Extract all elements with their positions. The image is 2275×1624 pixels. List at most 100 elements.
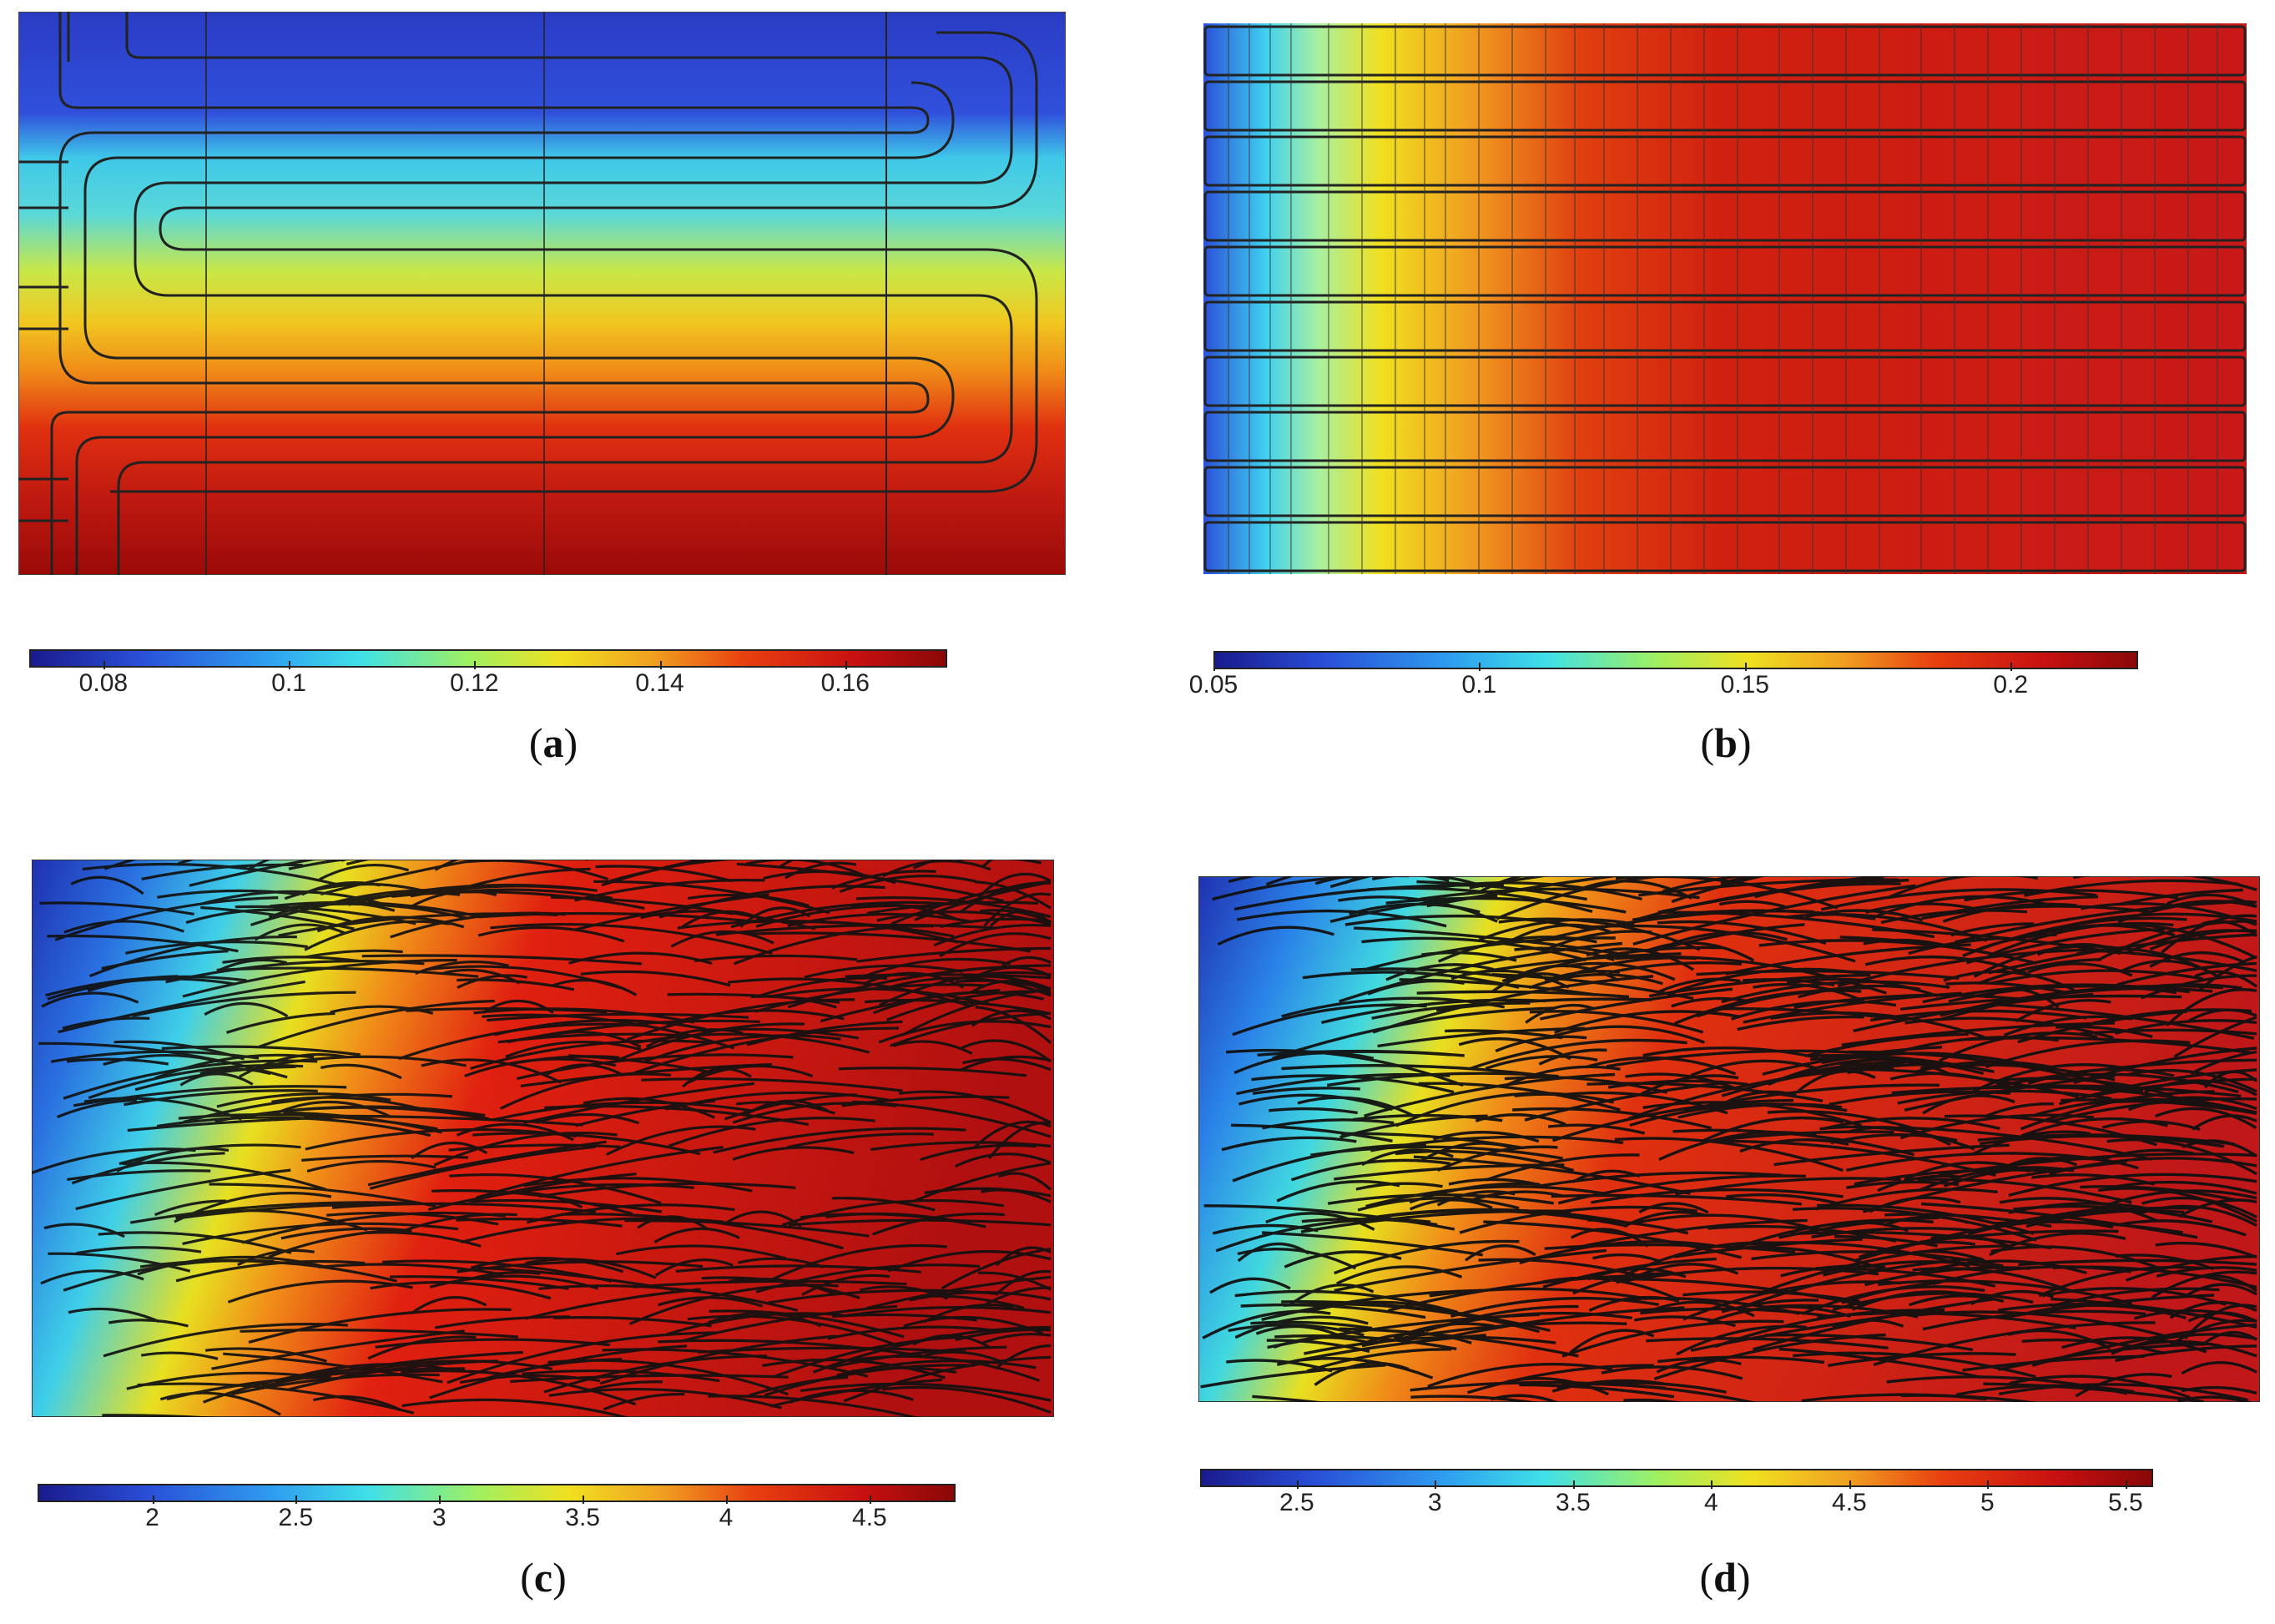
fiber-streamline <box>1329 876 1375 889</box>
fiber-streamline <box>1371 1001 1531 1020</box>
fiber-streamline <box>732 1102 897 1124</box>
fiber-streamline <box>981 1333 1052 1344</box>
fiber-streamline <box>1671 996 1749 1008</box>
fiber-streamline <box>1338 895 1498 923</box>
fiber-streamline <box>1274 1334 1457 1351</box>
fiber-streamline <box>1547 1123 1646 1135</box>
colorbar-tick-label: 0.12 <box>450 669 499 697</box>
fiber-streamline <box>1995 1156 2139 1173</box>
fiber-streamline <box>497 1032 684 1044</box>
fiber-streamline <box>2097 1187 2257 1223</box>
fiber-streamline <box>981 1188 1052 1203</box>
fiber-streamline <box>995 1246 1052 1267</box>
fiber-streamline <box>103 860 139 870</box>
fiber-streamline <box>624 1219 870 1238</box>
fiber-streamline <box>320 860 486 895</box>
fiber-streamline <box>2166 988 2257 1027</box>
fiber-streamline <box>1614 1137 1844 1173</box>
fiber-streamline <box>1370 1135 1624 1152</box>
fiber-streamline <box>1252 1395 1328 1402</box>
fiber-streamline <box>781 1198 1005 1227</box>
fiber-streamline <box>140 1351 219 1360</box>
fiber-streamline <box>2161 914 2257 954</box>
fiber-streamline <box>2106 1138 2257 1176</box>
fiber-streamline <box>1690 1308 1945 1352</box>
fiber-streamline <box>2031 1323 2257 1367</box>
fiber-streamline <box>235 905 416 925</box>
fiber-streamline <box>876 910 1052 926</box>
fiber-streamline <box>1485 1055 1598 1071</box>
fiber-streamline <box>67 1169 211 1181</box>
colorbar-tick <box>295 1495 298 1504</box>
fiber-streamline <box>275 1363 444 1384</box>
fiber-streamline <box>747 931 1032 953</box>
fiber-streamline <box>735 1101 835 1115</box>
fiber-streamline <box>713 1127 966 1154</box>
fiber-streamline <box>478 911 754 923</box>
fiber-streamline <box>1395 1149 1575 1173</box>
fiber-streamline <box>1809 1056 1985 1075</box>
fiber-streamline <box>457 974 528 989</box>
fiber-streamline <box>881 860 991 878</box>
fiber-streamline <box>800 1382 1052 1402</box>
fiber-streamline <box>88 1064 304 1100</box>
fiber-streamline <box>276 1100 392 1119</box>
fiber-streamline <box>1349 902 1481 916</box>
fiber-streamline <box>2087 1077 2257 1098</box>
fiber-streamline <box>2101 1120 2201 1132</box>
panel-a-colorbar: 0.08 0.1 0.12 0.14 0.16 <box>29 649 947 699</box>
fiber-streamline <box>1717 1090 1797 1108</box>
panel-b-cell-dividers <box>1228 23 2218 574</box>
fiber-streamline <box>1751 1250 2004 1268</box>
fiber-streamline <box>82 862 339 886</box>
fiber-streamline <box>505 1041 642 1058</box>
fiber-streamline <box>401 1398 630 1417</box>
fiber-streamline <box>2141 983 2242 990</box>
fiber-streamline <box>1864 1266 2030 1287</box>
fiber-streamline <box>1538 1171 1783 1188</box>
fiber-streamline <box>827 1325 1003 1340</box>
fiber-streamline <box>543 1354 768 1394</box>
fiber-streamline <box>66 1057 169 1066</box>
panel-a-caption: (a) <box>528 719 578 766</box>
fiber-streamline <box>1674 1238 1863 1258</box>
fiber-streamline <box>1445 1306 1685 1339</box>
fiber-streamline <box>45 975 247 997</box>
colorbar-tick-label: 2 <box>145 1504 159 1531</box>
fiber-streamline <box>632 1032 870 1054</box>
fiber-streamline <box>1467 1190 1564 1203</box>
fiber-streamline <box>756 976 888 998</box>
fiber-streamline <box>490 922 773 956</box>
fiber-streamline <box>1273 1336 1375 1349</box>
fiber-streamline <box>575 1099 715 1127</box>
fiber-streamline <box>553 1316 712 1328</box>
colorbar-tick-label: 0.1 <box>1461 671 1497 699</box>
fiber-streamline <box>583 1097 715 1119</box>
fiber-streamline <box>1230 1123 1393 1142</box>
fiber-streamline <box>369 1145 596 1190</box>
fiber-streamline <box>1232 1003 1427 1036</box>
fiber-streamline <box>2075 1373 2172 1398</box>
fiber-streamline <box>288 1359 498 1391</box>
fiber-streamline <box>548 1387 782 1410</box>
fiber-streamline <box>2137 1204 2257 1228</box>
fiber-streamline <box>891 976 1052 997</box>
fiber-streamline <box>2187 1008 2257 1023</box>
fiber-streamline <box>643 1034 841 1063</box>
fiber-streamline <box>247 860 272 871</box>
fiber-streamline <box>764 1364 975 1397</box>
fiber-streamline <box>70 875 144 895</box>
fiber-streamline <box>1571 1169 1641 1183</box>
fiber-streamline <box>1538 1048 1607 1066</box>
fiber-streamline <box>1200 1364 1386 1389</box>
fiber-streamline <box>1955 900 2230 944</box>
fiber-streamline <box>841 1095 1010 1107</box>
fiber-streamline <box>189 860 319 887</box>
fiber-streamline <box>1512 1107 1713 1130</box>
fiber-streamline <box>955 1328 1052 1342</box>
fiber-streamline <box>1983 1382 2204 1402</box>
fiber-streamline <box>959 1055 1052 1072</box>
fiber-streamline <box>319 863 410 881</box>
fiber-streamline <box>211 1329 465 1370</box>
fiber-streamline <box>708 1312 822 1328</box>
